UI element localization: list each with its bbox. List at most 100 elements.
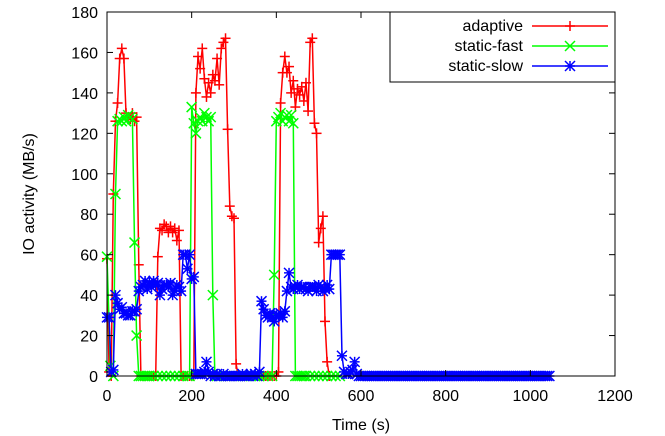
data-point (212, 53, 223, 64)
data-point (294, 89, 305, 100)
data-point (279, 51, 290, 62)
x-tick-label: 400 (263, 388, 290, 405)
data-point (190, 127, 202, 139)
data-point (207, 69, 218, 80)
data-point (229, 213, 239, 224)
y-tick-label: 180 (71, 5, 98, 22)
data-point (110, 116, 121, 127)
data-point (109, 188, 121, 200)
x-tick-label: 200 (178, 388, 205, 405)
data-point (152, 251, 163, 262)
y-tick-label: 20 (80, 329, 98, 346)
data-point (220, 33, 231, 44)
data-point (307, 33, 318, 44)
data-point (112, 98, 123, 108)
data-point (226, 211, 237, 222)
data-point (311, 128, 322, 139)
data-point (205, 111, 217, 123)
y-tick-label: 120 (71, 126, 98, 143)
data-point (323, 283, 335, 295)
legend-box (389, 11, 616, 83)
data-point (336, 350, 348, 362)
data-point (108, 189, 119, 199)
data-point (205, 87, 216, 98)
data-point (173, 225, 184, 236)
series-line-static-slow (107, 253, 550, 377)
data-point (107, 364, 119, 376)
y-tick-label: 40 (80, 288, 98, 305)
data-point (171, 235, 182, 246)
data-point (288, 75, 299, 86)
data-point (131, 112, 142, 123)
data-point (292, 83, 303, 94)
data-point (322, 356, 333, 367)
y-tick-label: 160 (71, 45, 98, 62)
data-point (118, 53, 129, 64)
data-point (207, 289, 219, 301)
x-axis-label: Time (s) (332, 417, 390, 434)
data-point (128, 237, 141, 249)
x-tick-label: 0 (103, 388, 112, 405)
data-point (197, 43, 208, 54)
data-point (286, 87, 297, 98)
data-point (169, 223, 180, 234)
data-point (255, 295, 268, 307)
y-tick-label: 140 (71, 86, 98, 103)
data-point (303, 106, 314, 117)
data-point (287, 117, 299, 129)
data-point (131, 330, 143, 342)
data-point (224, 201, 235, 212)
y-axis-label: IO activity (MB/s) (21, 133, 38, 255)
data-point (281, 109, 293, 121)
data-point (103, 311, 115, 323)
legend-label-static-slow: static-slow (448, 58, 523, 75)
data-point (181, 263, 193, 275)
series-layer (101, 33, 555, 382)
data-point (253, 366, 265, 378)
data-point (222, 124, 233, 135)
y-tick-label: 0 (89, 369, 98, 386)
y-tick-label: 80 (80, 207, 98, 224)
data-point (116, 43, 127, 54)
axis-layer: 0 20 40 60 80 100 120 140 160 180 0 200 400 600 800 100… (71, 5, 633, 405)
x-tick-label: 800 (432, 388, 459, 405)
data-point (317, 211, 328, 222)
data-point (203, 77, 214, 88)
legend-marker-static-slow (564, 60, 576, 72)
data-point (298, 95, 309, 106)
data-point (275, 98, 286, 108)
data-point (165, 221, 176, 232)
data-point (214, 79, 225, 90)
x-tick-label: 600 (348, 388, 375, 405)
data-point (195, 63, 206, 74)
data-point (284, 61, 295, 72)
data-point (315, 223, 326, 234)
legend-label-static-fast: static-fast (455, 38, 524, 55)
data-point (300, 77, 311, 88)
data-point (186, 101, 198, 113)
data-point (159, 219, 170, 230)
data-point (188, 271, 200, 283)
data-point (231, 358, 242, 369)
data-point (281, 67, 292, 78)
data-point (313, 237, 324, 248)
data-point (268, 269, 280, 281)
data-point (309, 118, 320, 129)
data-point (283, 267, 295, 279)
data-point (279, 305, 291, 317)
y-tick-label: 60 (80, 248, 98, 265)
data-point (285, 109, 297, 121)
data-point (216, 43, 227, 54)
x-tick-label: 1000 (513, 388, 549, 405)
data-point (200, 356, 213, 368)
data-point (184, 249, 196, 261)
data-point (190, 87, 201, 98)
legend-marker-static-fast (564, 40, 576, 52)
series-line-static-fast (106, 106, 340, 377)
data-point (349, 356, 361, 368)
legend: adaptive static-fast static-slow (389, 11, 616, 83)
legend-label-adaptive: adaptive (463, 18, 524, 35)
data-point (320, 316, 331, 327)
x-tick-label: 1200 (597, 388, 633, 405)
